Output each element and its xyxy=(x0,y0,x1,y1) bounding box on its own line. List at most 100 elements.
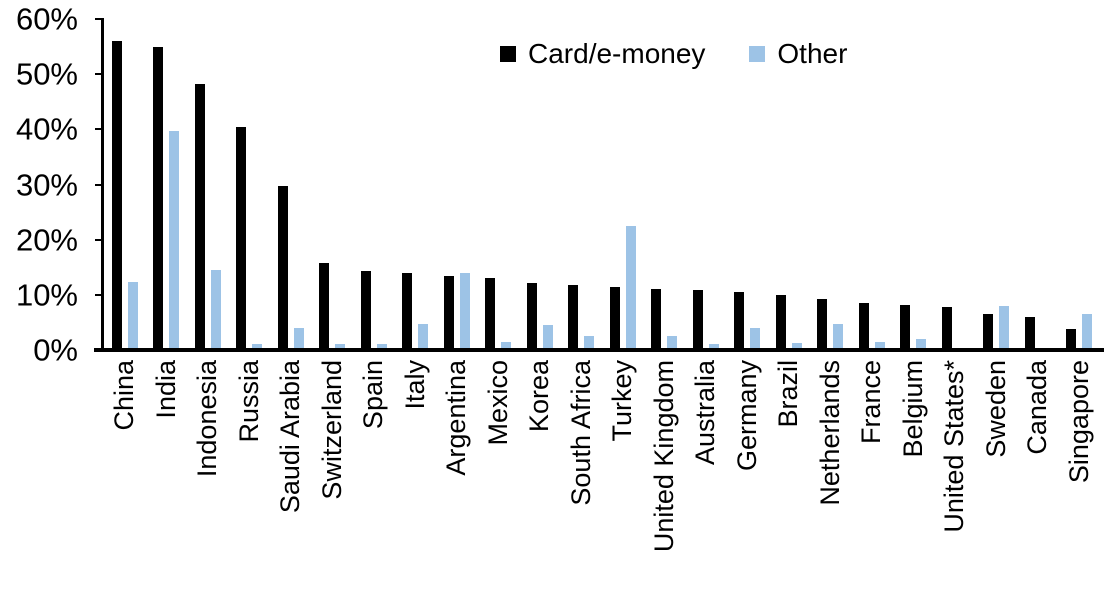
bar-other-sweden xyxy=(999,305,1010,350)
bar-card-e-money-belgium xyxy=(900,304,911,350)
bar-group-india xyxy=(146,19,188,350)
bar-card-e-money-indonesia xyxy=(194,84,205,350)
x-label-slot-united-states: United States* xyxy=(934,360,976,592)
x-label-slot-sweden: Sweden xyxy=(976,360,1018,592)
x-label-netherlands: Netherlands xyxy=(814,360,845,506)
legend-item-card-emoney: Card/e-money xyxy=(500,40,705,68)
y-tick-mark-30 xyxy=(95,183,104,186)
bar-card-e-money-singapore xyxy=(1066,329,1077,350)
x-label-slot-canada: Canada xyxy=(1017,360,1059,592)
bar-other-netherlands xyxy=(833,323,844,350)
x-label-slot-spain: Spain xyxy=(353,360,395,592)
bar-card-e-money-united-kingdom xyxy=(651,289,662,350)
bar-card-e-money-russia xyxy=(236,126,247,350)
bar-other-germany xyxy=(750,327,761,350)
bar-other-korea xyxy=(542,324,553,350)
x-label-france: France xyxy=(856,360,887,445)
bar-group-germany xyxy=(727,19,769,350)
x-label-india: India xyxy=(150,360,181,419)
x-label-united-kingdom: United Kingdom xyxy=(648,360,679,553)
x-label-slot-russia: Russia xyxy=(229,360,271,592)
y-tick-label-40: 40% xyxy=(15,111,78,147)
x-label-slot-belgium: Belgium xyxy=(893,360,935,592)
y-tick-label-60: 60% xyxy=(15,1,78,37)
x-label-italy: Italy xyxy=(399,360,430,410)
bar-other-france xyxy=(874,341,885,350)
x-label-russia: Russia xyxy=(233,360,264,443)
bar-group-china xyxy=(104,19,146,350)
bar-card-e-money-saudi-arabia xyxy=(277,185,288,350)
bar-card-e-money-spain xyxy=(360,271,371,350)
x-label-slot-france: France xyxy=(851,360,893,592)
x-label-argentina: Argentina xyxy=(441,360,472,476)
bar-card-e-money-france xyxy=(858,302,869,350)
bar-card-e-money-turkey xyxy=(609,286,620,350)
bar-card-e-money-china xyxy=(111,40,122,350)
x-label-slot-india: India xyxy=(146,360,188,592)
legend-label-other: Other xyxy=(777,38,848,69)
plot-area xyxy=(104,19,1100,350)
bar-group-south-africa xyxy=(561,19,603,350)
x-axis-line xyxy=(94,348,1104,352)
bar-group-indonesia xyxy=(187,19,229,350)
bar-card-e-money-italy xyxy=(402,272,413,350)
bar-card-e-money-sweden xyxy=(983,314,994,350)
x-label-brazil: Brazil xyxy=(773,360,804,428)
x-label-slot-saudi-arabia: Saudi Arabia xyxy=(270,360,312,592)
bar-other-russia xyxy=(252,343,263,350)
bar-card-e-money-netherlands xyxy=(817,298,828,350)
bar-card-e-money-australia xyxy=(692,289,703,350)
bar-other-argentina xyxy=(459,272,470,350)
bar-other-china xyxy=(127,282,138,350)
x-label-slot-singapore: Singapore xyxy=(1059,360,1101,592)
bar-card-e-money-united-states xyxy=(941,306,952,350)
x-label-slot-switzerland: Switzerland xyxy=(312,360,354,592)
bar-other-brazil xyxy=(791,343,802,350)
bar-group-korea xyxy=(519,19,561,350)
bar-group-switzerland xyxy=(312,19,354,350)
bar-group-saudi-arabia xyxy=(270,19,312,350)
bar-other-singapore xyxy=(1082,313,1093,350)
bar-other-belgium xyxy=(916,338,927,350)
bar-other-indonesia xyxy=(210,270,221,350)
x-label-slot-argentina: Argentina xyxy=(436,360,478,592)
bar-group-netherlands xyxy=(810,19,852,350)
bar-card-e-money-germany xyxy=(734,291,745,350)
x-label-switzerland: Switzerland xyxy=(316,360,347,500)
x-label-slot-south-africa: South Africa xyxy=(561,360,603,592)
x-label-china: China xyxy=(109,360,140,431)
bar-other-australia xyxy=(708,343,719,350)
bar-card-e-money-south-africa xyxy=(568,285,579,350)
bar-card-e-money-brazil xyxy=(775,294,786,350)
bar-group-belgium xyxy=(893,19,935,350)
x-label-singapore: Singapore xyxy=(1063,360,1094,484)
y-axis: 0% 10% 20% 30% 40% 50% 60% xyxy=(0,4,104,366)
bar-group-argentina xyxy=(436,19,478,350)
bar-group-france xyxy=(851,19,893,350)
x-label-south-africa: South Africa xyxy=(565,360,596,506)
bar-card-e-money-canada xyxy=(1024,317,1035,350)
x-label-turkey: Turkey xyxy=(607,360,638,442)
bar-card-e-money-switzerland xyxy=(319,263,330,350)
bar-other-saudi-arabia xyxy=(293,327,304,350)
bar-group-canada xyxy=(1017,19,1059,350)
y-tick-mark-40 xyxy=(95,128,104,131)
x-label-slot-korea: Korea xyxy=(519,360,561,592)
bar-card-e-money-india xyxy=(153,47,164,350)
legend-item-other: Other xyxy=(749,40,847,68)
bar-card-e-money-korea xyxy=(526,282,537,350)
bar-group-australia xyxy=(685,19,727,350)
bar-card-e-money-mexico xyxy=(485,278,496,350)
x-label-belgium: Belgium xyxy=(897,360,928,458)
x-label-slot-mexico: Mexico xyxy=(478,360,520,592)
bar-other-united-kingdom xyxy=(667,335,678,350)
x-label-spain: Spain xyxy=(358,360,389,430)
x-label-slot-italy: Italy xyxy=(395,360,437,592)
y-axis-line xyxy=(101,19,104,350)
y-tick-mark-60 xyxy=(95,18,104,20)
bar-other-turkey xyxy=(625,226,636,350)
legend-label-card-emoney: Card/e-money xyxy=(528,38,706,69)
bar-other-south-africa xyxy=(584,336,595,350)
bar-group-mexico xyxy=(478,19,520,350)
